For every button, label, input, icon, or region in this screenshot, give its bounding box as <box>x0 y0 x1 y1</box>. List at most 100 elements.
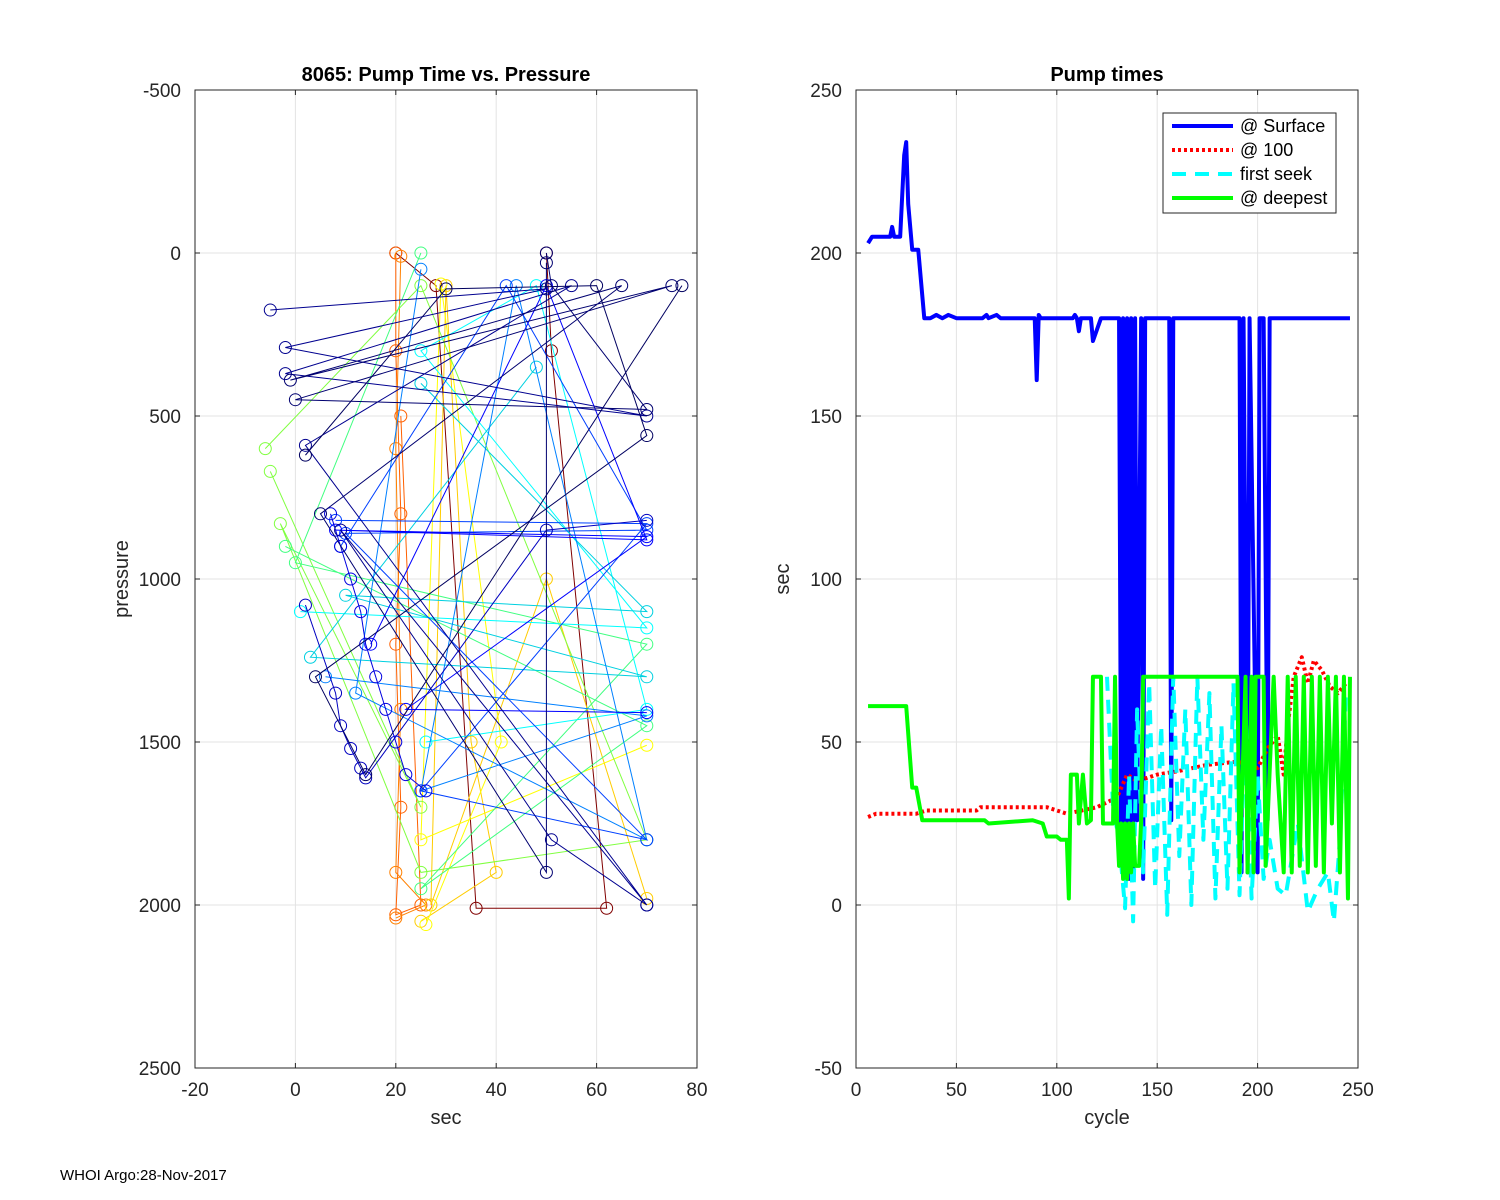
data-point <box>278 367 292 381</box>
series-line-0 <box>866 140 1350 881</box>
x-tick-label: 250 <box>1342 1080 1374 1101</box>
data-point <box>288 556 302 570</box>
data-point <box>640 738 654 752</box>
data-point <box>389 442 403 456</box>
data-point <box>414 882 428 896</box>
data-point <box>263 303 277 317</box>
data-point <box>529 360 543 374</box>
x-tick-label: 40 <box>486 1080 507 1101</box>
data-point <box>283 373 297 387</box>
profile-line <box>325 269 648 841</box>
data-point <box>544 279 558 293</box>
x-tick-label: 20 <box>385 1080 406 1101</box>
profile-line <box>395 252 608 909</box>
data-point <box>640 898 654 912</box>
x-tick-label: 60 <box>586 1080 607 1101</box>
data-point <box>359 771 373 785</box>
data-point <box>640 621 654 635</box>
profile-15 <box>283 246 679 879</box>
data-point <box>419 918 433 932</box>
legend: @ Surface @ 100 first seek @ deepest <box>1162 112 1337 214</box>
data-point <box>379 702 393 716</box>
profile-8 <box>303 360 654 684</box>
data-point <box>439 279 453 293</box>
data-point <box>344 572 358 586</box>
data-point <box>329 523 343 537</box>
legend-label: first seek <box>1240 164 1313 184</box>
data-point <box>414 246 428 260</box>
data-point <box>640 833 654 847</box>
data-point <box>539 865 553 879</box>
y-tick-label: 1000 <box>139 570 181 591</box>
data-point <box>369 670 383 684</box>
data-point <box>640 637 654 651</box>
data-point <box>675 279 689 293</box>
data-point <box>640 530 654 544</box>
data-point <box>399 768 413 782</box>
data-point <box>308 670 322 684</box>
data-point <box>319 670 333 684</box>
y-tick-label: 2500 <box>139 1059 181 1080</box>
y-tick-label: 0 <box>170 244 181 265</box>
profile-16 <box>298 279 689 782</box>
x-tick-label: 0 <box>290 1080 301 1101</box>
y-tick-label: 1500 <box>139 733 181 754</box>
data-point <box>640 706 654 720</box>
data-point <box>334 523 348 537</box>
y-tick-label: 100 <box>810 570 842 591</box>
data-point <box>364 637 378 651</box>
data-point <box>640 709 654 723</box>
series-line-1 <box>867 655 1348 819</box>
data-point <box>539 256 553 270</box>
y-tick-label: 200 <box>810 244 842 265</box>
legend-box <box>1162 112 1337 214</box>
data-point <box>273 517 287 531</box>
footer-text: WHOI Argo:28-Nov-2017 <box>60 1167 227 1184</box>
data-point <box>665 279 679 293</box>
y-tick-label: 50 <box>821 733 842 754</box>
data-point <box>394 249 408 263</box>
data-point <box>278 341 292 355</box>
chart-title: 8065: Pump Time vs. Pressure <box>302 64 591 86</box>
profile-line <box>395 256 427 919</box>
data-point <box>424 898 438 912</box>
data-point <box>258 442 272 456</box>
data-point <box>389 344 403 358</box>
data-point <box>439 282 453 296</box>
data-point <box>640 523 654 537</box>
data-point <box>640 513 654 527</box>
y-tick-label: -50 <box>815 1059 842 1080</box>
y-tick-label: 500 <box>149 407 181 428</box>
data-point <box>590 279 604 293</box>
profile-13 <box>298 513 654 785</box>
profile-line <box>304 519 647 779</box>
data-point <box>263 464 277 478</box>
profile-7 <box>293 279 654 749</box>
axes-0: -20 0 20 40 60 80 -500 0 500 1000 1500 2000 2500 8065… <box>111 64 708 1129</box>
legend-label: @ deepest <box>1240 188 1327 208</box>
x-tick-label: 200 <box>1242 1080 1274 1101</box>
data-point <box>349 686 363 700</box>
series-line-2 <box>1105 674 1348 924</box>
data-point <box>419 784 433 798</box>
data-point <box>389 865 403 879</box>
profile-1 <box>389 246 428 922</box>
data-point <box>334 719 348 733</box>
x-tick-label: 50 <box>946 1080 967 1101</box>
profile-line <box>290 252 673 875</box>
profile-line <box>330 513 427 792</box>
x-axis-label: cycle <box>1084 1107 1130 1129</box>
data-point <box>389 911 403 925</box>
y-tick-label: 250 <box>810 81 842 102</box>
chart-title: Pump times <box>1050 64 1163 86</box>
data-point <box>469 901 483 915</box>
data-point <box>434 277 448 291</box>
legend-label: @ Surface <box>1240 116 1325 136</box>
data-point <box>399 702 413 716</box>
data-point <box>414 800 428 814</box>
data-point <box>334 539 348 553</box>
profile-line <box>335 284 649 841</box>
data-point <box>298 438 312 452</box>
y-tick-label: 2000 <box>139 896 181 917</box>
profile-line <box>264 284 648 873</box>
